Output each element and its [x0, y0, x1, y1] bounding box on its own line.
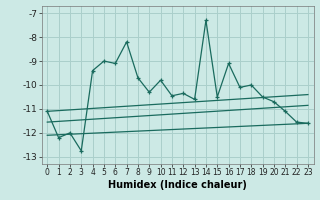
X-axis label: Humidex (Indice chaleur): Humidex (Indice chaleur) [108, 180, 247, 190]
